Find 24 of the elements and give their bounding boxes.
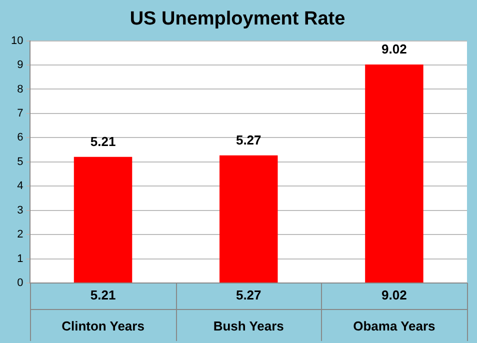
x-tick-label: Obama Years	[353, 318, 436, 334]
data-label: 9.02	[382, 288, 407, 303]
bar	[365, 64, 424, 282]
y-tick-label: 4	[17, 180, 24, 192]
data-label: 5.21	[90, 288, 116, 303]
y-tick-label: 0	[17, 277, 24, 290]
data-label: 5.27	[236, 288, 262, 303]
bar	[74, 156, 132, 282]
y-tick-label: 9	[17, 59, 24, 72]
y-tick-label: 7	[17, 107, 24, 120]
x-tick-label: Bush Years	[213, 318, 284, 334]
annotation: 5.21	[90, 134, 116, 149]
y-tick-label: 5	[17, 156, 24, 168]
y-tick-label: 6	[17, 132, 24, 144]
x-tick-label: Clinton Years	[62, 318, 144, 334]
y-tick-label: 2	[17, 228, 24, 241]
y-tick-label: 1	[17, 252, 24, 265]
chart-title: US Unemployment Rate	[130, 8, 346, 30]
annotation: 9.02	[382, 42, 407, 57]
y-tick-label: 8	[17, 83, 24, 96]
bar	[220, 155, 278, 282]
annotation: 5.27	[236, 132, 262, 148]
y-tick-label: 3	[17, 204, 24, 216]
y-tick-label: 10	[10, 34, 24, 47]
